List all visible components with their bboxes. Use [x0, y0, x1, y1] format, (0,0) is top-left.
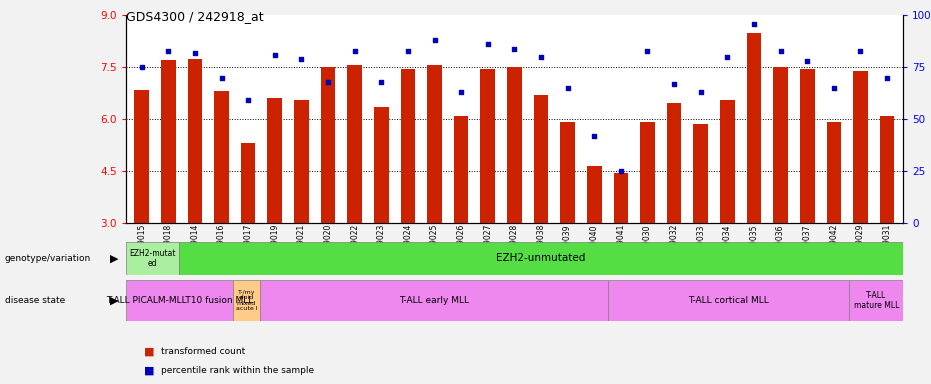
- Point: [560, 85, 575, 91]
- Point: [187, 50, 202, 56]
- Bar: [427, 66, 442, 223]
- Bar: [320, 67, 335, 223]
- Point: [161, 48, 176, 54]
- Point: [427, 37, 442, 43]
- Text: EZH2-mutat
ed: EZH2-mutat ed: [129, 248, 176, 268]
- Bar: [347, 66, 362, 223]
- Point: [267, 52, 282, 58]
- Point: [614, 168, 628, 174]
- Point: [480, 41, 495, 48]
- Point: [880, 74, 895, 81]
- Point: [241, 97, 256, 103]
- Point: [694, 89, 708, 95]
- Bar: [533, 95, 548, 223]
- Point: [294, 56, 309, 62]
- Bar: [608, 280, 849, 321]
- Text: ▶: ▶: [110, 253, 118, 263]
- Text: disease state: disease state: [5, 296, 65, 305]
- Bar: [667, 104, 681, 223]
- Text: EZH2-unmutated: EZH2-unmutated: [496, 253, 586, 263]
- Text: GDS4300 / 242918_at: GDS4300 / 242918_at: [126, 10, 263, 23]
- Point: [374, 79, 389, 85]
- Text: T-/my
eloid
mixed
acute I: T-/my eloid mixed acute I: [236, 290, 257, 311]
- Point: [747, 21, 762, 27]
- Bar: [614, 173, 628, 223]
- Bar: [134, 90, 149, 223]
- Bar: [241, 143, 255, 223]
- Text: transformed count: transformed count: [161, 347, 245, 356]
- Point: [720, 54, 735, 60]
- Text: ■: ■: [144, 366, 155, 376]
- Text: T-ALL cortical MLL: T-ALL cortical MLL: [688, 296, 769, 305]
- Bar: [747, 33, 762, 223]
- Point: [800, 58, 815, 64]
- Bar: [694, 124, 708, 223]
- Bar: [214, 91, 229, 223]
- Bar: [161, 60, 176, 223]
- Bar: [849, 280, 903, 321]
- Text: percentile rank within the sample: percentile rank within the sample: [161, 366, 314, 375]
- Bar: [827, 122, 842, 223]
- Text: genotype/variation: genotype/variation: [5, 254, 91, 263]
- Bar: [400, 69, 415, 223]
- Point: [667, 81, 681, 87]
- Bar: [267, 98, 282, 223]
- Bar: [480, 69, 495, 223]
- Point: [453, 89, 468, 95]
- Bar: [260, 280, 608, 321]
- Bar: [126, 280, 233, 321]
- Point: [827, 85, 842, 91]
- Point: [587, 132, 601, 139]
- Point: [533, 54, 548, 60]
- Bar: [294, 100, 309, 223]
- Bar: [800, 69, 815, 223]
- Bar: [774, 67, 788, 223]
- Point: [506, 45, 521, 51]
- Text: ▶: ▶: [110, 295, 118, 306]
- Point: [853, 48, 868, 54]
- Bar: [126, 242, 180, 275]
- Bar: [187, 59, 202, 223]
- Bar: [374, 107, 388, 223]
- Text: T-ALL
mature MLL: T-ALL mature MLL: [854, 291, 899, 310]
- Bar: [233, 280, 260, 321]
- Point: [320, 79, 335, 85]
- Point: [400, 48, 415, 54]
- Point: [640, 48, 654, 54]
- Bar: [853, 71, 868, 223]
- Bar: [507, 67, 521, 223]
- Point: [134, 64, 149, 70]
- Bar: [587, 166, 601, 223]
- Text: T-ALL PICALM-MLLT10 fusion MLL: T-ALL PICALM-MLLT10 fusion MLL: [106, 296, 253, 305]
- Point: [214, 74, 229, 81]
- Point: [347, 48, 362, 54]
- Bar: [453, 116, 468, 223]
- Text: ■: ■: [144, 346, 155, 356]
- Bar: [560, 122, 575, 223]
- Text: T-ALL early MLL: T-ALL early MLL: [399, 296, 469, 305]
- Bar: [880, 116, 895, 223]
- Bar: [720, 100, 735, 223]
- Point: [773, 48, 788, 54]
- Bar: [641, 122, 654, 223]
